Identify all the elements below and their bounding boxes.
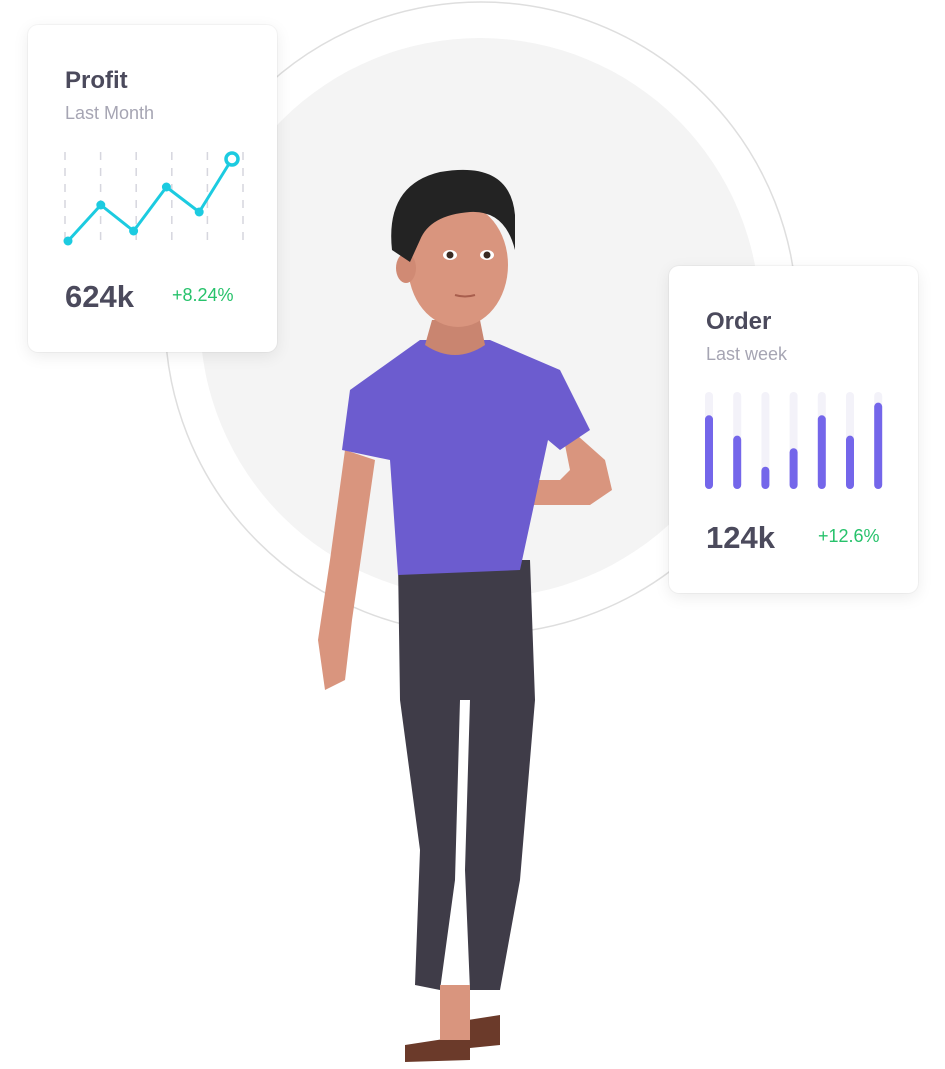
bar [705, 415, 713, 489]
bar [789, 448, 798, 489]
character-illustration [318, 169, 612, 1062]
order-bar-chart [705, 392, 883, 489]
profit-card: Profit Last Month 624k +8.24% [28, 25, 277, 352]
data-point [96, 200, 106, 210]
order-title: Order [706, 308, 772, 335]
order-change: +12.6% [818, 526, 880, 546]
bar [761, 466, 770, 489]
order-value: 124k [706, 520, 775, 555]
order-card: Order Last week 124k +12.6% [669, 266, 918, 593]
profit-change: +8.24% [172, 285, 234, 305]
data-point-highlight [224, 151, 240, 167]
order-subtitle: Last week [706, 344, 788, 364]
profit-line-chart [63, 151, 244, 247]
data-point [161, 182, 171, 192]
bar [846, 435, 854, 489]
profit-title: Profit [65, 67, 128, 94]
data-point [129, 226, 139, 236]
bar-track [761, 392, 770, 489]
bar [733, 435, 742, 489]
profit-value: 624k [65, 279, 134, 314]
data-point [63, 236, 73, 246]
bar [817, 415, 826, 489]
profit-subtitle: Last Month [65, 103, 155, 123]
profit-line [66, 158, 234, 243]
data-point [194, 207, 204, 217]
bar [874, 402, 883, 489]
